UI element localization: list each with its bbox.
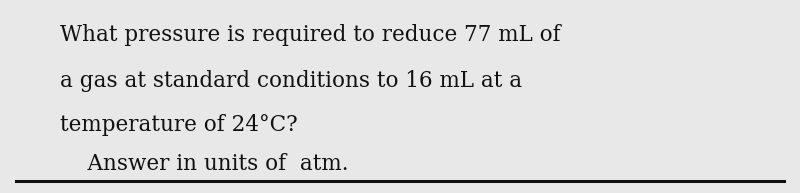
Text: Answer in units of  atm.: Answer in units of atm. xyxy=(60,153,349,175)
Text: What pressure is required to reduce 77 mL of: What pressure is required to reduce 77 m… xyxy=(60,24,561,46)
Text: a gas at standard conditions to 16 mL at a: a gas at standard conditions to 16 mL at… xyxy=(60,70,522,92)
Text: temperature of 24°C?: temperature of 24°C? xyxy=(60,114,298,136)
